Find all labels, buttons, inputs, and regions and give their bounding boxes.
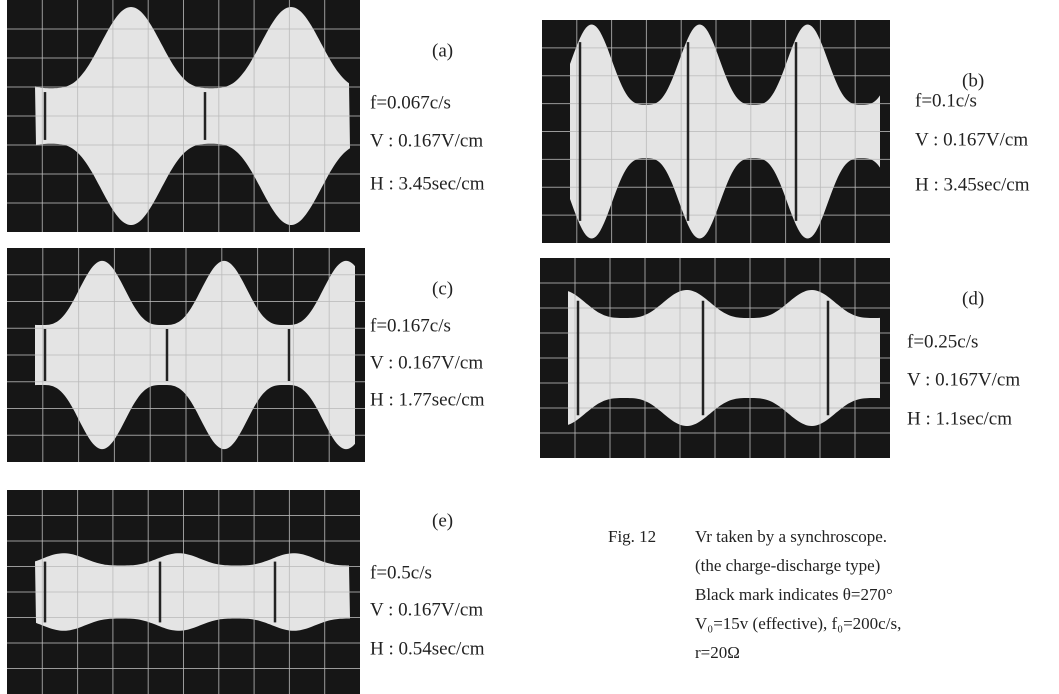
caption-line: Black mark indicates θ=270°	[695, 585, 893, 604]
oscillogram	[540, 258, 890, 458]
caption-line: r=20Ω	[695, 643, 740, 662]
panel-label: (a)	[432, 40, 453, 61]
caption-line: Vr taken by a synchroscope.	[695, 527, 887, 546]
horizontal-scale: H : 3.45sec/cm	[370, 173, 485, 194]
horizontal-scale: H : 1.1sec/cm	[907, 408, 1012, 429]
panel-label: (c)	[432, 278, 453, 299]
frequency: f=0.167c/s	[370, 315, 451, 336]
frequency: f=0.25c/s	[907, 331, 978, 352]
oscillogram	[7, 490, 360, 694]
oscillogram	[7, 0, 360, 232]
vertical-scale: V : 0.167V/cm	[915, 129, 1028, 150]
vertical-scale: V : 0.167V/cm	[370, 130, 483, 151]
horizontal-scale: H : 1.77sec/cm	[370, 389, 485, 410]
oscillogram	[542, 20, 890, 243]
vertical-scale: V : 0.167V/cm	[370, 599, 483, 620]
caption-number: Fig. 12	[608, 527, 656, 546]
frequency: f=0.067c/s	[370, 92, 451, 113]
vertical-scale: V : 0.167V/cm	[370, 352, 483, 373]
vertical-scale: V : 0.167V/cm	[907, 369, 1020, 390]
panel-label: (b)	[962, 70, 984, 91]
frequency: f=0.1c/s	[915, 90, 977, 111]
panel-label: (d)	[962, 288, 984, 309]
oscillogram	[7, 248, 365, 462]
figure: Fig. 12 Vr taken by a synchroscope. (the…	[0, 0, 1059, 694]
frequency: f=0.5c/s	[370, 562, 432, 583]
horizontal-scale: H : 0.54sec/cm	[370, 638, 485, 659]
page: Fig. 12 Vr taken by a synchroscope. (the…	[0, 0, 1059, 694]
caption-line: (the charge-discharge type)	[695, 556, 880, 575]
horizontal-scale: H : 3.45sec/cm	[915, 174, 1030, 195]
panel-label: (e)	[432, 510, 453, 531]
caption-line: V₀=15v (effective), f₀=200c/s,	[695, 614, 901, 633]
